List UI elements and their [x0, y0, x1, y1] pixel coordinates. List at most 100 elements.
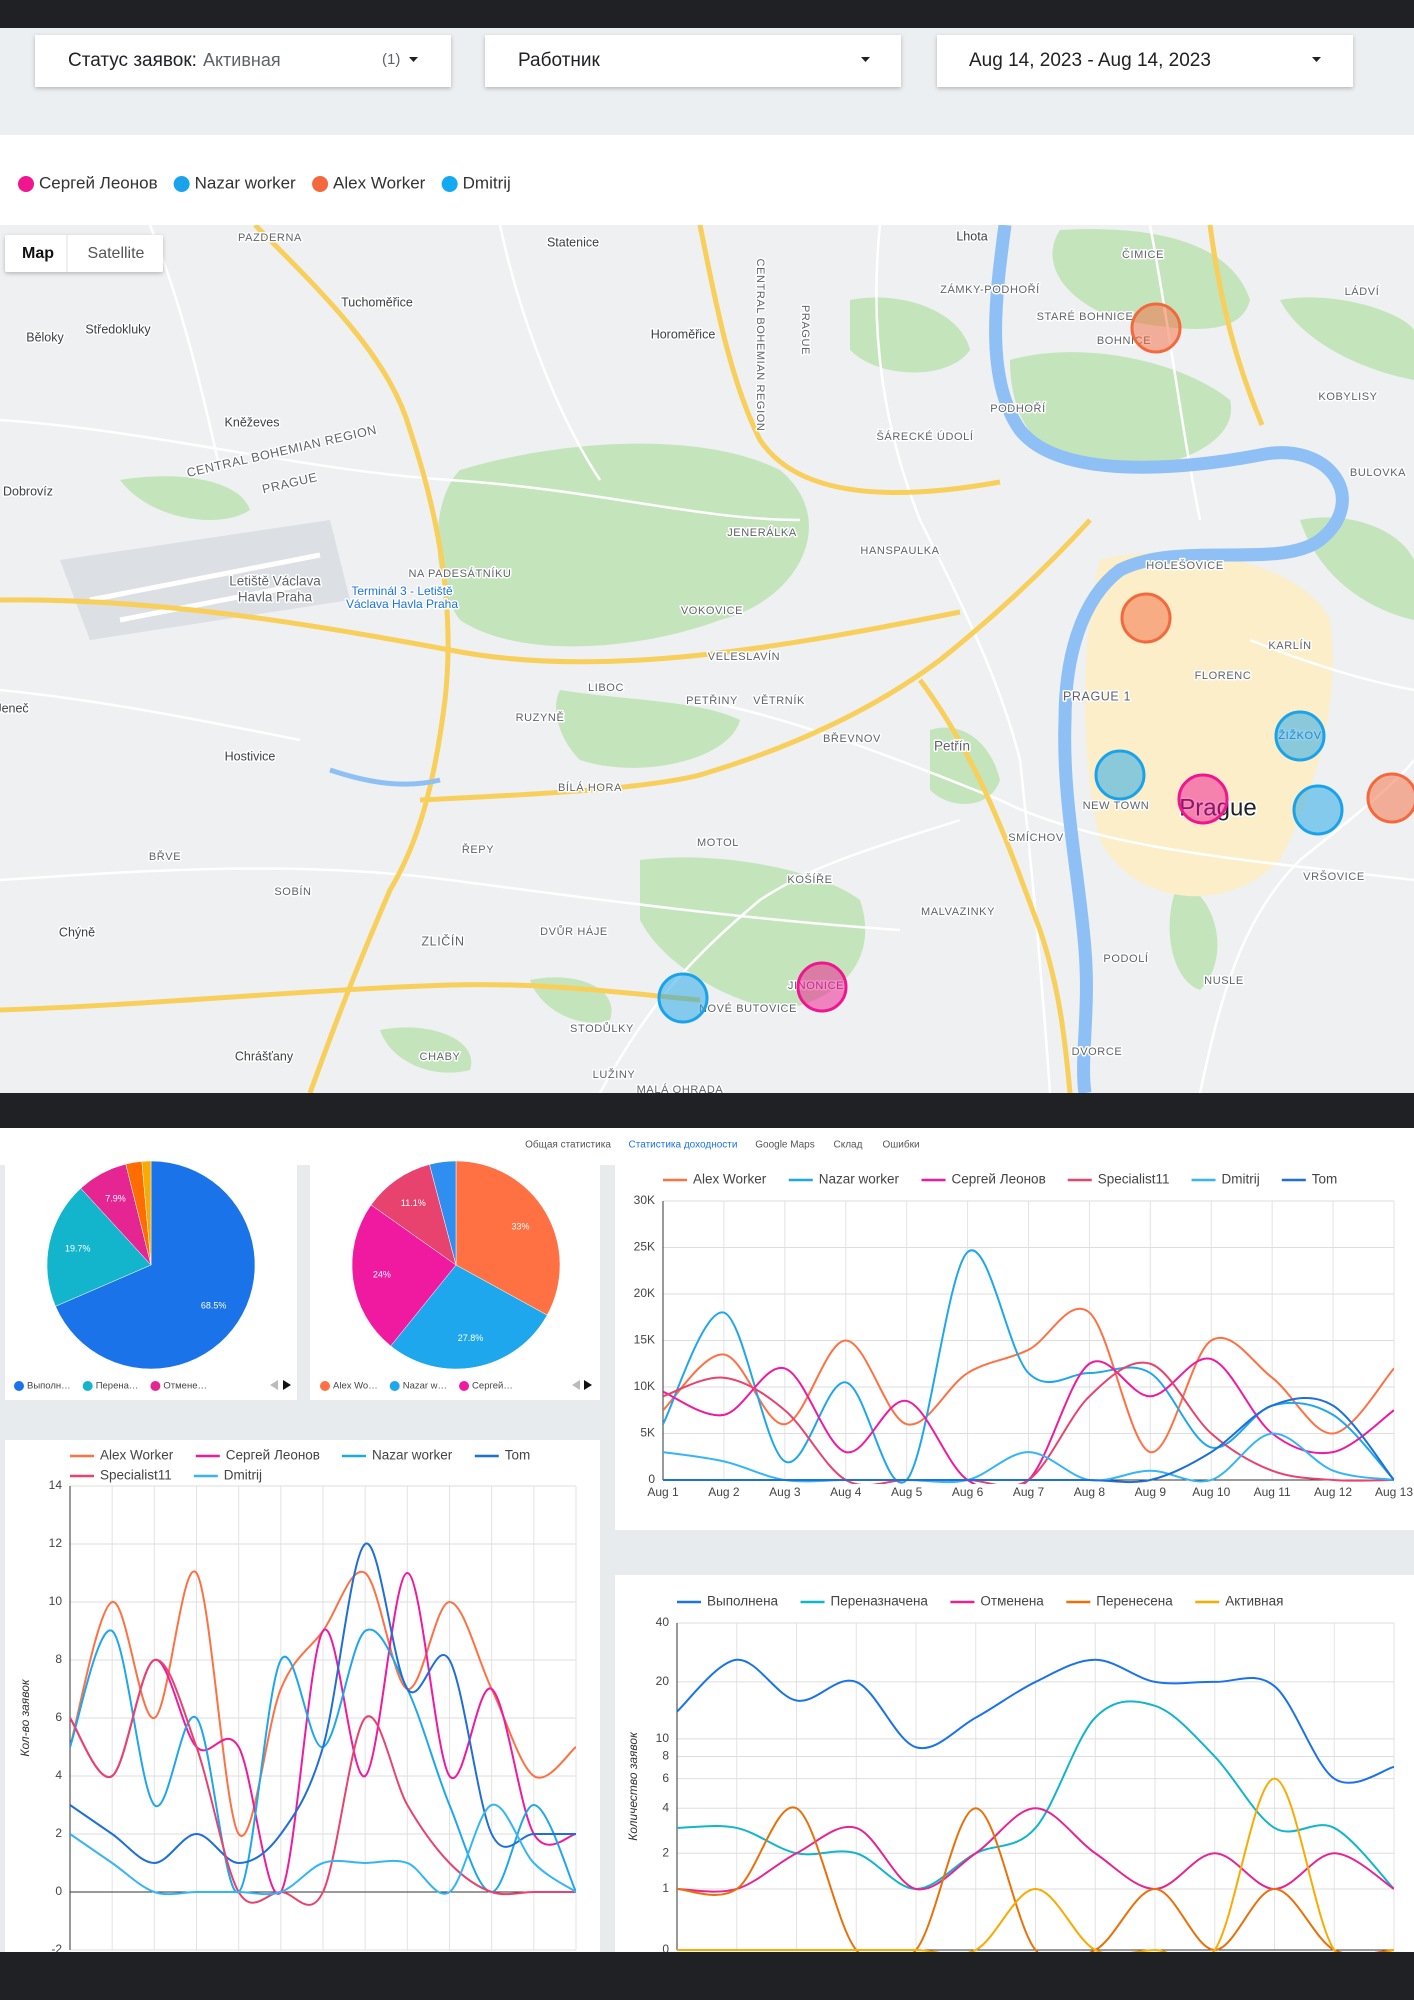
map-label: Petřín	[934, 739, 970, 754]
y-axis-label: Кол-во заявок	[18, 1678, 32, 1756]
tab[interactable]: Склад	[834, 1140, 863, 1151]
map-marker[interactable]	[1274, 710, 1326, 762]
tab[interactable]: Статистика доходности	[629, 1140, 738, 1151]
legend-swatch	[312, 176, 329, 192]
map-marker[interactable]	[1366, 772, 1414, 824]
legend-label: Dmitrij	[224, 1468, 262, 1483]
map-marker[interactable]	[1292, 784, 1344, 836]
legend-label: Alex Worker	[100, 1448, 174, 1463]
card	[615, 1575, 1414, 1960]
map-label: Tuchoměřice	[341, 295, 413, 309]
y-tick-label: 6	[662, 1771, 669, 1785]
x-tick-label: Aug 3	[769, 1485, 801, 1499]
y-tick-label: 1	[662, 1881, 669, 1895]
map-label: VELESLAVÍN	[708, 650, 780, 663]
series-line	[677, 1806, 1394, 1954]
dropdown[interactable]	[35, 35, 451, 87]
dropdown[interactable]	[485, 35, 901, 87]
map-type-control[interactable]: Map Satellite	[5, 235, 163, 272]
pager-prev[interactable]	[270, 1380, 278, 1390]
y-tick-label: 6	[55, 1710, 62, 1724]
legend-swatch	[82, 1381, 93, 1391]
dropdown-label: Aug 14, 2023 - Aug 14, 2023	[969, 50, 1211, 71]
pie-slice	[370, 1164, 457, 1266]
map: PAZDERNA Statenice Lhota ČIMICE Tuchoměřice Z…	[0, 225, 1414, 1096]
map-label: ŠÁRECKÉ ÚDOLÍ	[876, 430, 973, 443]
map-marker[interactable]	[1094, 749, 1146, 801]
charts: 68.5% 19.7% 7.9% Выполн… Перена… Отмене… 33% 27…	[14, 1160, 1413, 1956]
legend-label: Перена…	[96, 1381, 139, 1392]
map-label: Lhota	[956, 229, 987, 243]
map-type-box	[5, 235, 163, 272]
y-tick-label: 8	[55, 1652, 62, 1666]
legend-label: Nazar worker	[819, 1172, 900, 1187]
legend-label: Dmitrij	[1222, 1172, 1260, 1187]
legend-label: Переназначена	[831, 1594, 929, 1609]
legend-label: Specialist11	[100, 1468, 172, 1483]
tab[interactable]: Ошибки	[882, 1139, 919, 1151]
legend-label: Alex Worker	[693, 1172, 767, 1187]
map-label: CENTRAL BOHEMIAN REGION	[754, 259, 766, 432]
y-tick-label: 14	[49, 1478, 63, 1492]
map-legend: Сергей Леонов Nazar worker Alex Worker Dmit…	[18, 173, 511, 192]
pie-slice	[141, 1160, 152, 1266]
pie-slice	[351, 1204, 457, 1347]
map-marker[interactable]	[1177, 773, 1229, 825]
x-tick-label: Aug 8	[1074, 1485, 1106, 1499]
legend-swatch	[389, 1381, 400, 1391]
map-label: Chrášťany	[235, 1049, 294, 1063]
map-button[interactable]: Map	[22, 245, 54, 262]
map-label: PRAGUE 1	[1063, 689, 1131, 703]
map-label: DVŮR HÁJE	[540, 925, 608, 938]
legend-label: Отмене…	[163, 1381, 207, 1392]
legend-label: Dmitrij	[463, 173, 511, 192]
legend-label: Активная	[1225, 1594, 1283, 1609]
map-label: LUŽINY	[593, 1068, 636, 1081]
map-label: Letiště Václava	[229, 574, 321, 589]
map-button[interactable]: Satellite	[88, 245, 145, 262]
tab[interactable]: Google Maps	[755, 1140, 814, 1151]
x-tick-label: Aug 6	[952, 1485, 984, 1499]
y-tick-label: 20K	[634, 1286, 655, 1300]
map-runway	[89, 552, 321, 623]
map-label: LÁDVÍ	[1345, 285, 1380, 298]
separator-bar	[0, 1093, 1414, 1128]
legend-swatch	[14, 1381, 24, 1391]
legend-label: Сергей Леонов	[226, 1448, 320, 1463]
map-marker[interactable]	[796, 961, 848, 1013]
y-tick-label: 12	[49, 1536, 63, 1550]
map-label: MALÁ OHRADA	[637, 1083, 724, 1096]
pager-next[interactable]	[584, 1380, 592, 1390]
map-marker[interactable]	[657, 972, 709, 1024]
x-tick-label: Aug 11	[1254, 1485, 1291, 1499]
y-tick-label: 2	[662, 1845, 669, 1859]
map-marker[interactable]	[1130, 302, 1182, 354]
legend-label: Перенесена	[1096, 1594, 1173, 1609]
legend-swatch	[173, 176, 190, 192]
y-tick-label: 15K	[634, 1333, 655, 1347]
y-tick-label: 0	[662, 1942, 669, 1956]
pager-prev[interactable]	[572, 1380, 580, 1390]
legend-swatch	[150, 1381, 161, 1391]
legend-pager[interactable]	[270, 1380, 592, 1390]
filter-date[interactable]: Aug 14, 2023 - Aug 14, 2023	[937, 35, 1353, 87]
x-tick-label: Aug 13	[1375, 1485, 1413, 1499]
filter-status[interactable]: Статус заявок: Активная (1)	[35, 35, 451, 87]
map-label: DVORCE	[1072, 1046, 1123, 1058]
x-tick-label: Aug 7	[1013, 1485, 1045, 1499]
dropdown-arrow	[409, 57, 418, 62]
map-label: NOVÉ BUTOVICE	[699, 1002, 797, 1015]
filter-worker[interactable]: Работник	[485, 35, 901, 87]
pager-next[interactable]	[283, 1380, 291, 1390]
dropdown[interactable]	[937, 35, 1353, 87]
pie-label: 7.9%	[105, 1193, 126, 1203]
legend-label: Alex Worker	[333, 173, 426, 192]
tab[interactable]: Общая статистика	[525, 1139, 611, 1151]
map-marker[interactable]	[1120, 592, 1172, 644]
map-label: Středokluky	[85, 322, 151, 336]
map-label: KOBYLISY	[1318, 391, 1377, 403]
map-label: Terminál 3 - Letiště	[351, 584, 453, 598]
map-label: RUZYNĚ	[516, 711, 565, 724]
